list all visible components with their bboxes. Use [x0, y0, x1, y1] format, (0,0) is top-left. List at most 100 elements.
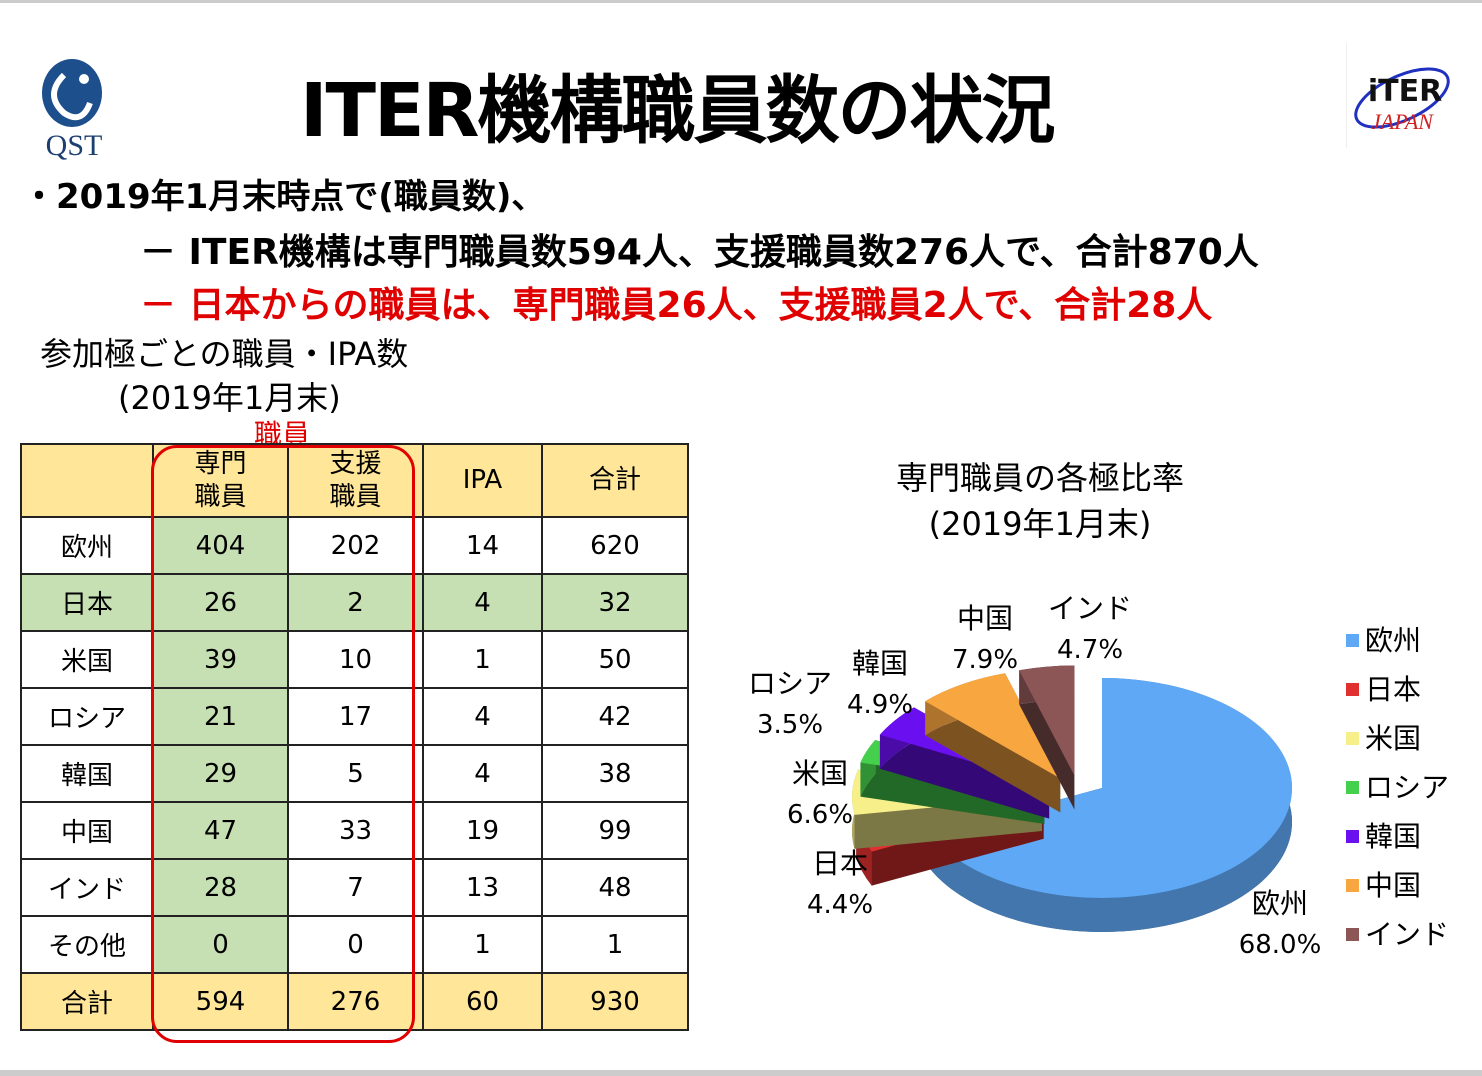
row-label: インド: [20, 858, 154, 917]
svg-text:iTER: iTER: [1368, 74, 1442, 109]
row-label: ロシア: [20, 687, 154, 746]
table-cell: 29: [152, 744, 289, 803]
table-cell: 26: [152, 573, 289, 632]
table-cell: 4: [422, 687, 543, 746]
row-label: 合計: [20, 972, 154, 1031]
table-cell: 276: [287, 972, 424, 1031]
chart-title-text: 専門職員の各極比率: [895, 459, 1184, 497]
legend-swatch: [1346, 928, 1359, 941]
table-cell: 404: [152, 516, 289, 575]
legend-swatch: [1346, 879, 1359, 892]
pie-label-value: 4.7%: [1057, 635, 1123, 665]
table-cell: 930: [541, 972, 689, 1031]
table-cell: 7: [287, 858, 424, 917]
page-title: ITER機構職員数の状況: [300, 68, 1056, 154]
pie-label-name: 欧州: [1252, 887, 1308, 920]
table-cell: 4: [422, 573, 543, 632]
bullet-line-2: － ITER機構は専門職員数594人、支援職員数276人で、合計870人: [140, 232, 1259, 273]
table-header-cell: [20, 443, 154, 518]
iter-japan-logo: iTER JAPAN: [1346, 43, 1450, 148]
table-cell: 13: [422, 858, 543, 917]
table-cell: 32: [541, 573, 689, 632]
row-label: その他: [20, 915, 154, 974]
table-cell: 202: [287, 516, 424, 575]
pie-chart: 欧州 68.0% 日本 4.4% 米国 6.6% ロシア 3.5% 韓国 4.9% 中国 7.9% イン…: [748, 592, 1449, 960]
table-row: 合計 594 276 60 930: [20, 972, 689, 1031]
table-row: 韓国 29 5 4 38: [20, 744, 689, 803]
legend-label: インド: [1365, 918, 1449, 951]
table-row: 米国 39 10 1 50: [20, 630, 689, 689]
table-header-cell: 合計: [541, 443, 689, 518]
legend-swatch: [1346, 732, 1359, 745]
bullet-line-3: － 日本からの職員は、専門職員26人、支援職員2人で、合計28人: [140, 285, 1213, 326]
table-cell: 0: [287, 915, 424, 974]
row-label: 中国: [20, 801, 154, 860]
table-cell: 48: [541, 858, 689, 917]
bullet-line-1: ・2019年1月末時点で(職員数)、: [22, 177, 546, 217]
legend-label: ロシア: [1365, 771, 1449, 804]
table-row: その他 0 0 1 1: [20, 915, 689, 974]
table-cell: 594: [152, 972, 289, 1031]
legend-swatch: [1346, 634, 1359, 647]
svg-text:JAPAN: JAPAN: [1371, 109, 1434, 134]
table-row: ロシア 21 17 4 42: [20, 687, 689, 746]
pie-slice-中国: [925, 673, 1061, 779]
legend-label: 韓国: [1365, 820, 1421, 853]
pie-label-name: 米国: [792, 757, 848, 790]
chart-subtitle-text: (2019年1月末): [928, 505, 1152, 544]
staff-table: 専門 職員 支援 職員 IPA 合計 欧州 404 202 14 620 日本 26 2 4 32 米国 39 10…: [20, 443, 689, 1031]
table-cell: 99: [541, 801, 689, 860]
pie-slice-side: [925, 673, 1061, 813]
pie-label-name: インド: [1048, 592, 1132, 625]
legend-label: 欧州: [1365, 624, 1421, 657]
pie-label-name: ロシア: [748, 667, 832, 700]
table-cell: 620: [541, 516, 689, 575]
table-cell: 2: [287, 573, 424, 632]
legend-label: 米国: [1365, 722, 1421, 755]
pie-label-value: 4.4%: [807, 890, 873, 920]
bottom-bar: [0, 1070, 1482, 1076]
table-header-cell: 支援 職員: [287, 443, 424, 518]
pie-label-value: 68.0%: [1239, 930, 1322, 960]
table-cell: 0: [152, 915, 289, 974]
table-row: 欧州 404 202 14 620: [20, 516, 689, 575]
pie-label-value: 7.9%: [952, 645, 1018, 675]
table-cell: 1: [422, 630, 543, 689]
table-subtitle: (2019年1月末): [118, 379, 341, 417]
table-title: 参加極ごとの職員・IPA数: [40, 335, 409, 373]
row-label: 日本: [20, 573, 154, 632]
table-header-row: 専門 職員 支援 職員 IPA 合計: [20, 443, 689, 518]
table-cell: 39: [152, 630, 289, 689]
legend-swatch: [1346, 683, 1359, 696]
table-cell: 47: [152, 801, 289, 860]
legend-swatch: [1346, 830, 1359, 843]
table-cell: 10: [287, 630, 424, 689]
legend-swatch: [1346, 781, 1359, 794]
qst-logo: QST: [42, 59, 103, 162]
table-cell: 4: [422, 744, 543, 803]
pie-label-name: 韓国: [852, 647, 908, 680]
row-label: 韓国: [20, 744, 154, 803]
table-cell: 38: [541, 744, 689, 803]
svg-text:QST: QST: [46, 129, 103, 162]
table-header-cell: IPA: [422, 443, 543, 518]
row-label: 欧州: [20, 516, 154, 575]
table-cell: 21: [152, 687, 289, 746]
pie-label-value: 4.9%: [847, 690, 913, 720]
pie-label-name: 中国: [957, 602, 1013, 635]
table-cell: 42: [541, 687, 689, 746]
table-cell: 19: [422, 801, 543, 860]
table-cell: 14: [422, 516, 543, 575]
table-row: 中国 47 33 19 99: [20, 801, 689, 860]
table-cell: 50: [541, 630, 689, 689]
pie-label-name: 日本: [812, 847, 868, 880]
table-cell: 1: [422, 915, 543, 974]
pie-slice-インド: [1019, 665, 1075, 776]
table-header-cell: 専門 職員: [152, 443, 289, 518]
table-row: インド 28 7 13 48: [20, 858, 689, 917]
table-cell: 5: [287, 744, 424, 803]
chart-title: 専門職員の各極比率 (2019年1月末): [860, 455, 1220, 548]
legend-label: 中国: [1365, 869, 1421, 902]
table-cell: 1: [541, 915, 689, 974]
